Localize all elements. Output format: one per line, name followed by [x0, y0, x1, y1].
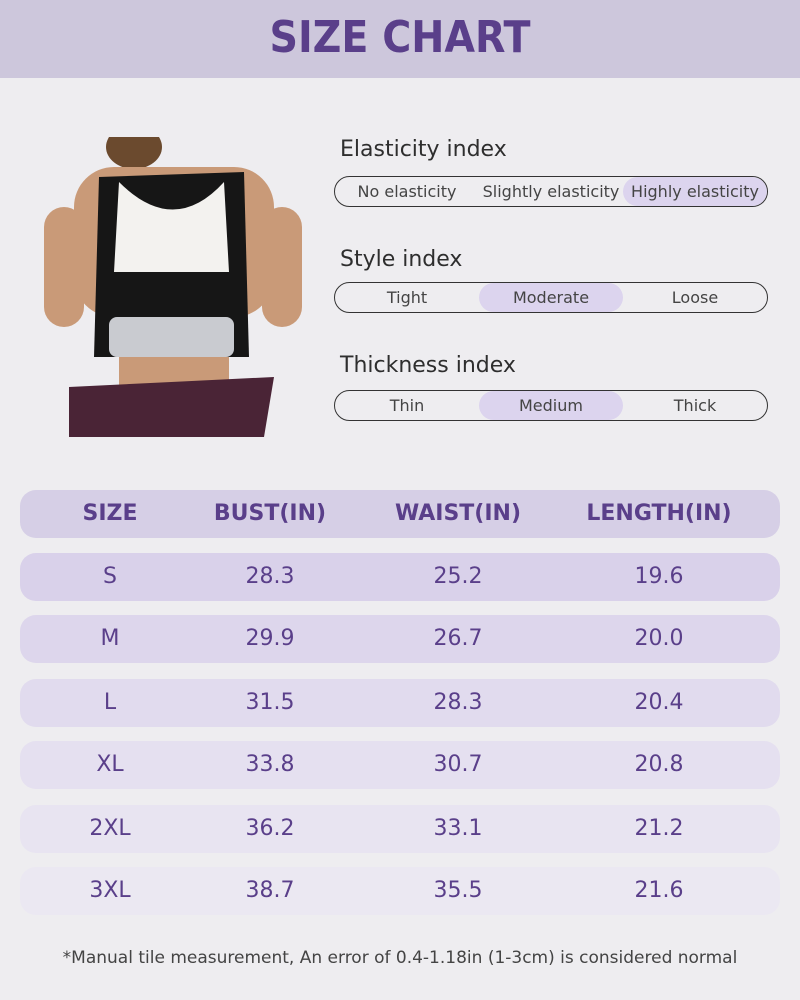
- table-cell: 38.7: [245, 878, 295, 903]
- table-cell: 33.8: [245, 752, 295, 777]
- index-option: Thin: [389, 396, 425, 415]
- table-cell: 33.1: [433, 816, 483, 841]
- index-option: No elasticity: [357, 182, 457, 201]
- table-cell: 36.2: [245, 816, 295, 841]
- table-row: XL 33.8 30.7 20.8: [20, 741, 780, 789]
- title: SIZE CHART: [269, 12, 531, 63]
- table-row: M 29.9 26.7 20.0: [20, 615, 780, 663]
- index-option: Loose: [671, 288, 719, 307]
- index-option: Moderate: [479, 283, 623, 312]
- table-row: 2XL 36.2 33.1 21.2: [20, 805, 780, 853]
- table-cell: 25.2: [433, 564, 483, 589]
- table-cell: 21.6: [634, 878, 684, 903]
- table-cell: 26.7: [433, 626, 483, 651]
- table-cell: S: [103, 564, 117, 589]
- index-scale: Thin Medium Thick: [334, 390, 768, 421]
- table-row: L 31.5 28.3 20.4: [20, 679, 780, 727]
- table-cell: 28.3: [433, 690, 483, 715]
- table-cell: 20.8: [634, 752, 684, 777]
- footnote: *Manual tile measurement, An error of 0.…: [62, 948, 738, 968]
- table-cell: M: [100, 626, 120, 651]
- index-label: Thickness index: [340, 353, 516, 378]
- table-cell: 2XL: [89, 816, 131, 841]
- product-photo: [44, 137, 302, 437]
- index-label: Style index: [340, 247, 463, 272]
- index-option: Medium: [479, 391, 623, 420]
- index-scale: Tight Moderate Loose: [334, 282, 768, 313]
- table-row: 3XL 38.7 35.5 21.6: [20, 867, 780, 915]
- table-cell: 30.7: [433, 752, 483, 777]
- column-header: WAIST(IN): [394, 501, 522, 526]
- column-header: BUST(IN): [213, 501, 327, 526]
- table-cell: 28.3: [245, 564, 295, 589]
- table-cell: 20.0: [634, 626, 684, 651]
- table-cell: 29.9: [245, 626, 295, 651]
- column-header: LENGTH(IN): [586, 501, 732, 526]
- table-cell: XL: [96, 752, 124, 777]
- table-cell: L: [103, 690, 117, 715]
- table-cell: 21.2: [634, 816, 684, 841]
- index-option: Tight: [386, 288, 428, 307]
- table-cell: 19.6: [634, 564, 684, 589]
- table-cell: 31.5: [245, 690, 295, 715]
- index-option: Highly elasticity: [623, 177, 767, 206]
- index-option: Thick: [673, 396, 717, 415]
- index-scale: No elasticity Slightly elasticity Highly e…: [334, 176, 768, 207]
- index-option: Slightly elasticity: [482, 182, 620, 201]
- table-cell: 35.5: [433, 878, 483, 903]
- header-band: [0, 0, 800, 78]
- table-row: S 28.3 25.2 19.6: [20, 553, 780, 601]
- table-cell: 20.4: [634, 690, 684, 715]
- index-label: Elasticity index: [340, 137, 507, 162]
- column-header: SIZE: [82, 501, 138, 526]
- table-cell: 3XL: [89, 878, 131, 903]
- table-header: SIZE BUST(IN) WAIST(IN) LENGTH(IN): [20, 490, 780, 538]
